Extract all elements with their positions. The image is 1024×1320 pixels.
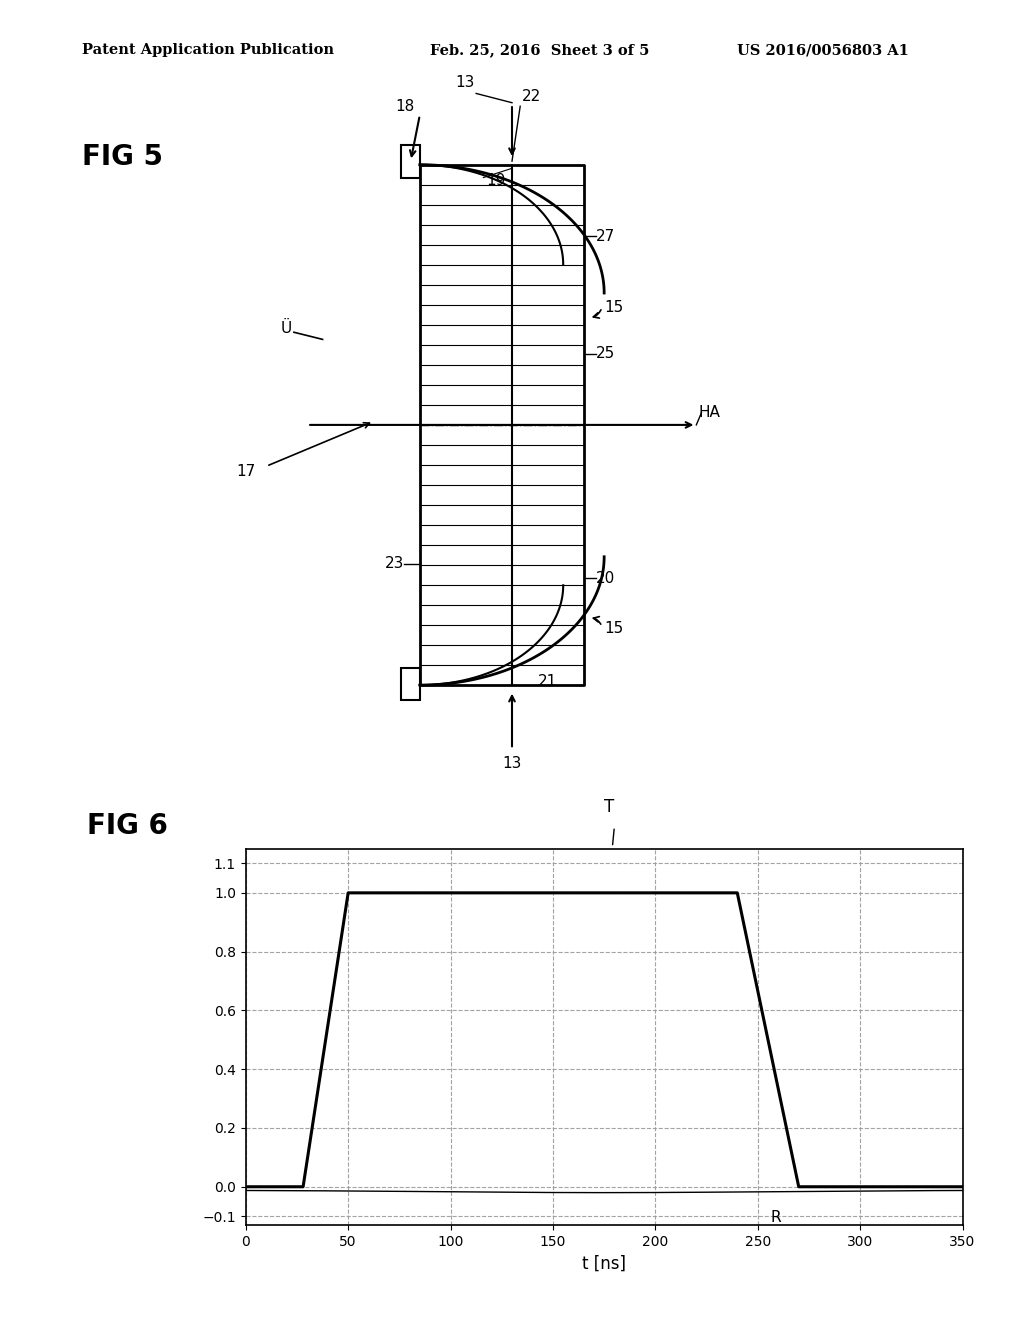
Text: Feb. 25, 2016  Sheet 3 of 5: Feb. 25, 2016 Sheet 3 of 5 [430, 44, 649, 57]
Text: US 2016/0056803 A1: US 2016/0056803 A1 [737, 44, 909, 57]
Text: 13: 13 [456, 75, 475, 90]
X-axis label: t [ns]: t [ns] [583, 1254, 626, 1272]
Text: FIG 6: FIG 6 [87, 812, 168, 840]
Text: 21: 21 [538, 675, 557, 689]
Text: 20: 20 [596, 570, 615, 586]
Text: FIG 5: FIG 5 [82, 144, 163, 172]
Text: Ü: Ü [281, 321, 292, 337]
Text: 27: 27 [596, 228, 615, 243]
Text: Patent Application Publication: Patent Application Publication [82, 44, 334, 57]
Text: HA: HA [698, 404, 720, 420]
Text: 22: 22 [522, 90, 542, 104]
Text: 15: 15 [604, 620, 624, 635]
Text: 19: 19 [486, 173, 506, 189]
Text: 15: 15 [604, 300, 624, 314]
Text: R: R [770, 1210, 780, 1225]
Bar [401, 145, 420, 178]
Text: 23: 23 [385, 557, 404, 572]
Text: 13: 13 [503, 756, 521, 771]
Bar [401, 668, 420, 701]
Text: T: T [604, 797, 614, 816]
Text: 17: 17 [237, 463, 256, 479]
Text: 18: 18 [395, 99, 415, 114]
Text: 25: 25 [596, 346, 615, 362]
